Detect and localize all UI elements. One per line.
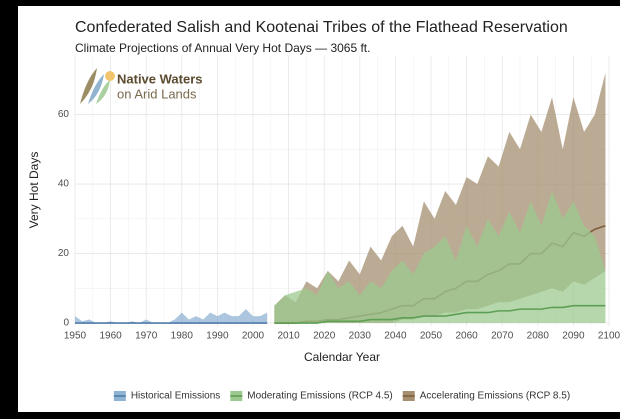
x-tick-label: 2070 [491,331,514,342]
x-tick-label: 2060 [455,331,478,342]
y-axis-label: Very Hot Days [27,152,41,229]
logo-leaf [88,74,104,104]
range-area [274,191,606,324]
legend: Historical Emissions Moderating Emissions… [113,391,570,402]
x-tick-label: 2090 [562,331,585,342]
legend-label: Accelerating Emissions (RCP 8.5) [420,391,570,402]
chart-subtitle: Climate Projections of Annual Very Hot D… [75,41,370,55]
x-axis-label: Calendar Year [304,350,380,364]
logo-sun [105,71,115,81]
y-tick-label: 20 [58,248,70,259]
legend-item: Moderating Emissions (RCP 4.5) [230,391,393,402]
logo-text: Native Waters [117,71,203,86]
legend-label: Historical Emissions [131,391,220,402]
x-tick-label: 1980 [171,331,194,342]
y-tick-label: 60 [58,109,70,120]
y-tick-label: 0 [63,318,69,329]
x-tick-label: 1970 [135,331,158,342]
logo-leaf [80,68,97,104]
logo-leaf [96,80,110,104]
legend-item: Historical Emissions [113,391,220,402]
legend-item: Accelerating Emissions (RCP 8.5) [402,391,570,402]
x-tick-label: 1950 [64,331,87,342]
logo: Native Waters on Arid Lands [80,68,203,104]
x-tick-label: 2080 [527,331,550,342]
median-line [274,304,606,324]
x-tick-label: 1990 [206,331,229,342]
x-tick-label: 2000 [242,331,265,342]
x-tick-label: 2040 [384,331,407,342]
x-tick-label: 2100 [598,331,620,342]
plot-area [74,55,610,327]
y-tick-label: 40 [58,179,70,190]
logo-text: on Arid Lands [117,86,197,101]
x-tick-label: 2050 [420,331,443,342]
chart-title: Confederated Salish and Kootenai Tribes … [75,19,568,36]
x-tick-label: 1960 [99,331,122,342]
x-tick-label: 2030 [349,331,372,342]
x-tick-label: 2020 [313,331,336,342]
x-tick-label: 2010 [277,331,300,342]
range-area [75,309,268,324]
legend-label: Moderating Emissions (RCP 4.5) [247,391,392,402]
